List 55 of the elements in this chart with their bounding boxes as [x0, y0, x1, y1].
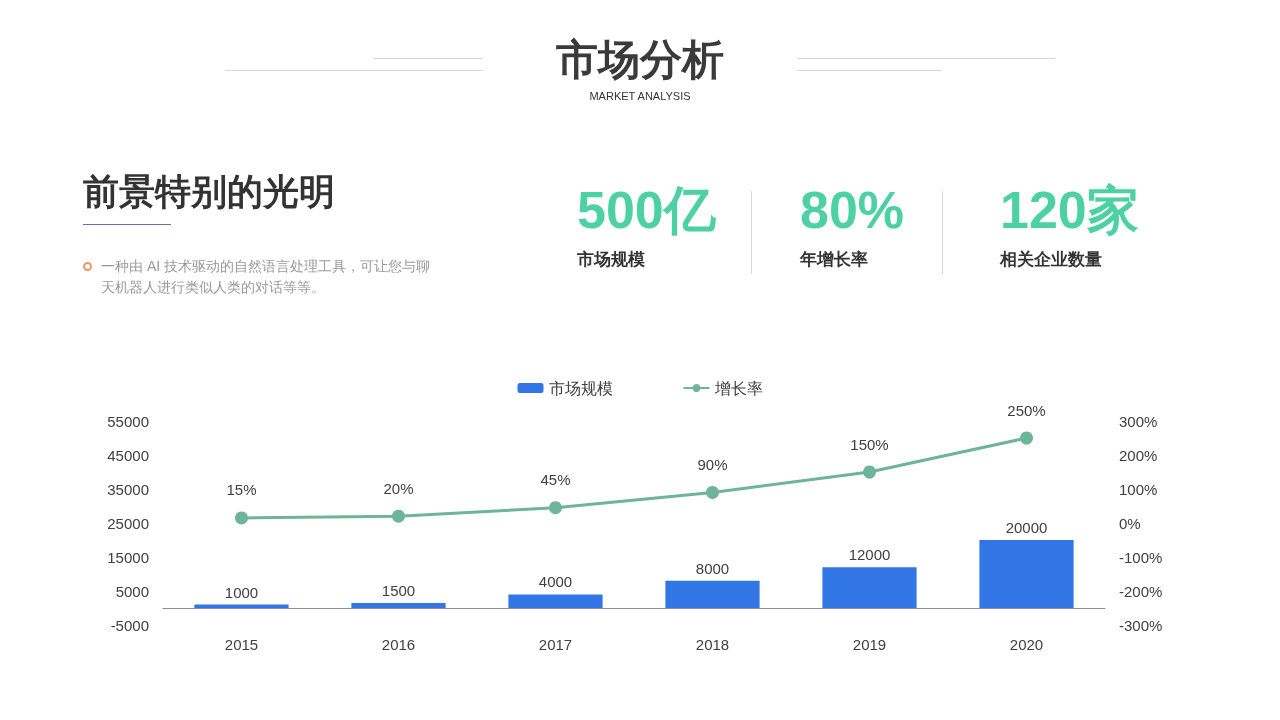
x-tick-label: 2019	[852, 636, 887, 653]
y2-tick-label: 0%	[1119, 514, 1141, 532]
data-label: 15%	[226, 481, 257, 499]
data-label: 20%	[383, 479, 414, 497]
y2-tick-label: 200%	[1119, 446, 1158, 464]
text: 市场规模	[577, 249, 646, 271]
text: 一种由 AI 技术驱动的自然语言处理工具，可让您与聊天机器人进行类似人类的对话等等。	[101, 257, 431, 297]
point	[392, 509, 405, 523]
chart-title: 市场分析	[555, 35, 725, 85]
data-label: 250%	[1007, 401, 1046, 419]
point	[863, 465, 876, 479]
text: 前景特别的光明	[83, 170, 335, 214]
x-tick-label: 2017	[538, 636, 573, 653]
legend-label: 市场规模	[548, 379, 613, 397]
text: 120家	[1000, 180, 1139, 241]
point	[549, 501, 562, 515]
data-label: 150%	[850, 435, 889, 453]
data-label: 1000	[224, 583, 259, 601]
point	[1020, 431, 1033, 445]
point	[706, 485, 719, 499]
x-tick-label: 2016	[381, 636, 416, 653]
data-label: 4000	[538, 573, 573, 591]
x-tick-label: 2020	[1009, 636, 1044, 653]
y-tick-label: 15000	[107, 548, 149, 566]
y-tick-label: 25000	[107, 514, 149, 532]
bar	[822, 567, 917, 608]
y-tick-label: 55000	[107, 412, 149, 430]
x-tick-label: 2018	[695, 636, 730, 653]
y2-tick-label: -200%	[1119, 582, 1163, 600]
text: 年增长率	[800, 249, 869, 271]
y2-tick-label: 100%	[1119, 480, 1158, 498]
data-label: 90%	[697, 455, 728, 473]
y2-tick-label: -100%	[1119, 548, 1163, 566]
y-tick-label: -5000	[110, 616, 149, 634]
bar	[979, 540, 1074, 608]
y-tick-label: 35000	[107, 480, 149, 498]
text: 500亿	[577, 180, 716, 241]
data-label: 45%	[540, 471, 571, 489]
point	[235, 511, 248, 525]
x-tick-label: 2015	[224, 636, 259, 653]
data-label: 12000	[848, 546, 891, 564]
legend-label: 增长率	[713, 379, 763, 397]
bar	[351, 602, 446, 608]
data-label: 1500	[381, 581, 416, 599]
bar	[665, 580, 760, 608]
y2-tick-label: 300%	[1119, 412, 1158, 430]
data-label: 20000	[1005, 519, 1048, 536]
text: 80%	[800, 180, 905, 241]
y2-tick-label: -300%	[1119, 616, 1163, 634]
bar	[508, 594, 603, 608]
chart-subtitle: MARKET ANALYSIS	[588, 90, 692, 102]
data-label: 8000	[695, 559, 730, 577]
y-tick-label: 5000	[115, 582, 149, 600]
y-tick-label: 45000	[107, 446, 149, 464]
text: 相关企业数量	[1000, 249, 1103, 271]
